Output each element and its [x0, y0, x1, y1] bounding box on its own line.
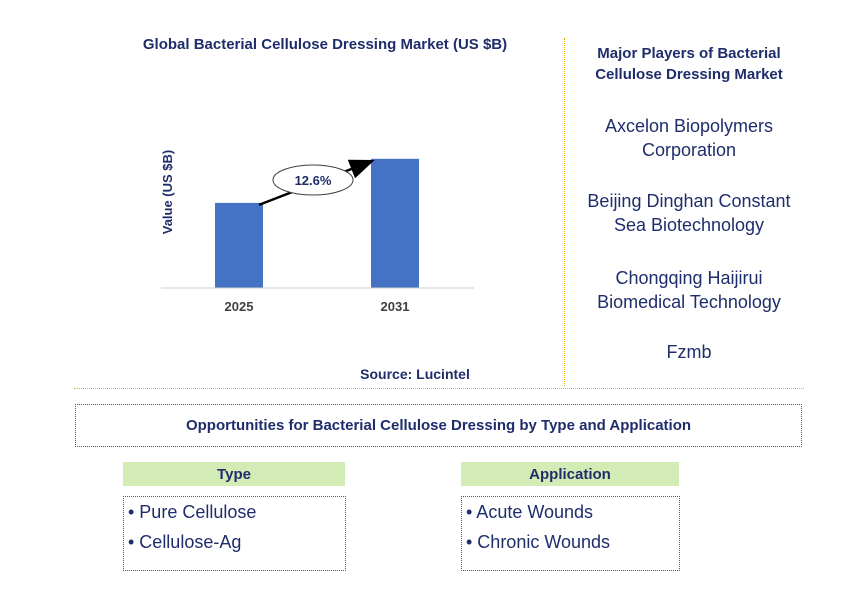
- type-list: • Pure Cellulose • Cellulose-Ag: [123, 496, 346, 571]
- player-item: Axcelon Biopolymers Corporation: [604, 116, 774, 160]
- y-axis-label: Value (US $B): [160, 150, 175, 235]
- player-item: Chongqing Haijirui Biomedical Technology: [597, 268, 781, 312]
- bar-2031: [371, 158, 419, 288]
- opportunities-title: Opportunities for Bacterial Cellulose Dr…: [75, 404, 802, 447]
- list-item: • Cellulose-Ag: [128, 532, 242, 552]
- list-item: • Pure Cellulose: [128, 502, 257, 522]
- application-header: Application: [461, 462, 679, 486]
- growth-label: 12.6%: [295, 173, 332, 188]
- vertical-divider: [564, 38, 565, 386]
- growth-ellipse: [272, 164, 354, 196]
- source-label: Source: Lucintel: [360, 366, 470, 382]
- list-item: • Acute Wounds: [466, 502, 594, 522]
- application-list: • Acute Wounds • Chronic Wounds: [461, 496, 680, 571]
- x-tick-label: 2025: [225, 299, 254, 314]
- list-item: • Chronic Wounds: [466, 532, 611, 552]
- bar-2025: [215, 202, 263, 288]
- chart-title: Global Bacterial Cellulose Dressing Mark…: [142, 36, 508, 53]
- player-item: Fzmb: [666, 342, 712, 362]
- type-header: Type: [123, 462, 345, 486]
- x-tick-label: 2031: [381, 299, 410, 314]
- player-item: Beijing Dinghan Constant Sea Biotechnolo…: [587, 191, 791, 235]
- players-title: Major Players of Bacterial Cellulose Dre…: [595, 45, 783, 83]
- horizontal-divider: [74, 388, 804, 389]
